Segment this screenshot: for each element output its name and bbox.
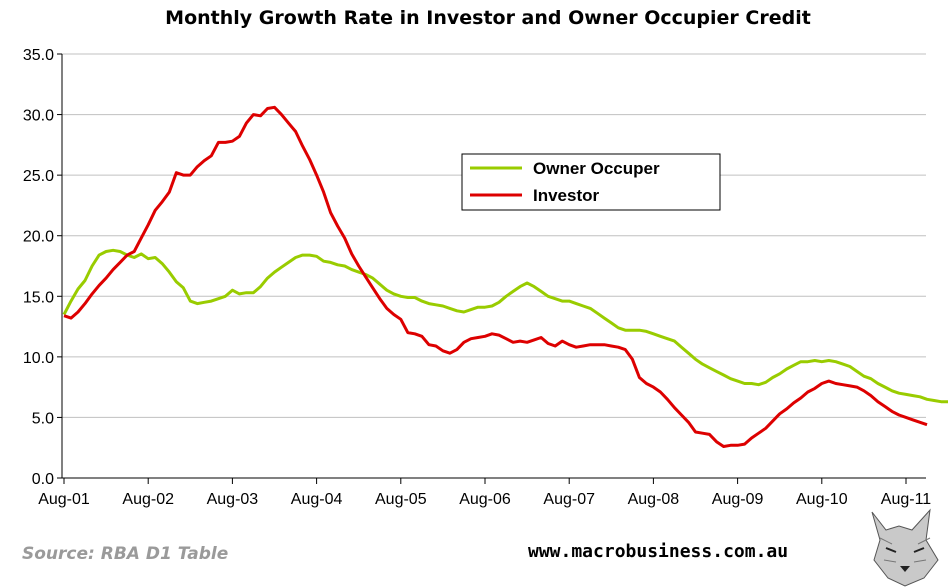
y-tick-labels: 0.0 5.0 10.0 15.0 20.0 25.0 30.0 35.0 — [23, 47, 62, 488]
y-tick-label: 20.0 — [23, 229, 54, 246]
y-tick-label: 0.0 — [32, 471, 54, 488]
x-tick-label: Aug-09 — [712, 491, 764, 508]
series-lines — [62, 105, 948, 448]
x-tick-labels: Aug-01 Aug-02 Aug-03 Aug-04 Aug-05 Aug-06 Aug-… — [38, 478, 931, 508]
x-tick-label: Aug-04 — [291, 491, 343, 508]
x-tick-label: Aug-10 — [796, 491, 848, 508]
y-tick-label: 25.0 — [23, 168, 54, 185]
x-tick-label: Aug-01 — [38, 491, 90, 508]
website-url[interactable]: www.macrobusiness.com.au — [528, 541, 788, 562]
x-tick-label: Aug-11 — [881, 491, 932, 508]
x-tick-label: Aug-02 — [122, 491, 174, 508]
y-tick-label: 35.0 — [23, 47, 54, 64]
chart-title: Monthly Growth Rate in Investor and Owne… — [165, 7, 811, 29]
legend: Owner Occuper Investor — [461, 153, 721, 211]
x-tick-label: Aug-05 — [375, 491, 427, 508]
x-tick-label: Aug-06 — [459, 491, 511, 508]
y-tick-label: 10.0 — [23, 350, 54, 367]
legend-label-investor: Investor — [533, 186, 600, 205]
legend-box — [461, 153, 721, 211]
series-line-owner-occupier — [62, 248, 948, 404]
y-tick-label: 30.0 — [23, 108, 54, 125]
axes — [61, 54, 926, 479]
y-tick-label: 5.0 — [32, 410, 54, 427]
x-tick-label: Aug-08 — [628, 491, 680, 508]
legend-label-owner: Owner Occuper — [533, 159, 660, 178]
x-tick-label: Aug-07 — [543, 491, 595, 508]
source-note: Source: RBA D1 Table — [22, 544, 228, 564]
y-tick-label: 15.0 — [23, 289, 54, 306]
series-line-investor — [63, 105, 928, 448]
x-tick-label: Aug-03 — [207, 491, 259, 508]
wolf-logo-icon — [871, 508, 939, 587]
